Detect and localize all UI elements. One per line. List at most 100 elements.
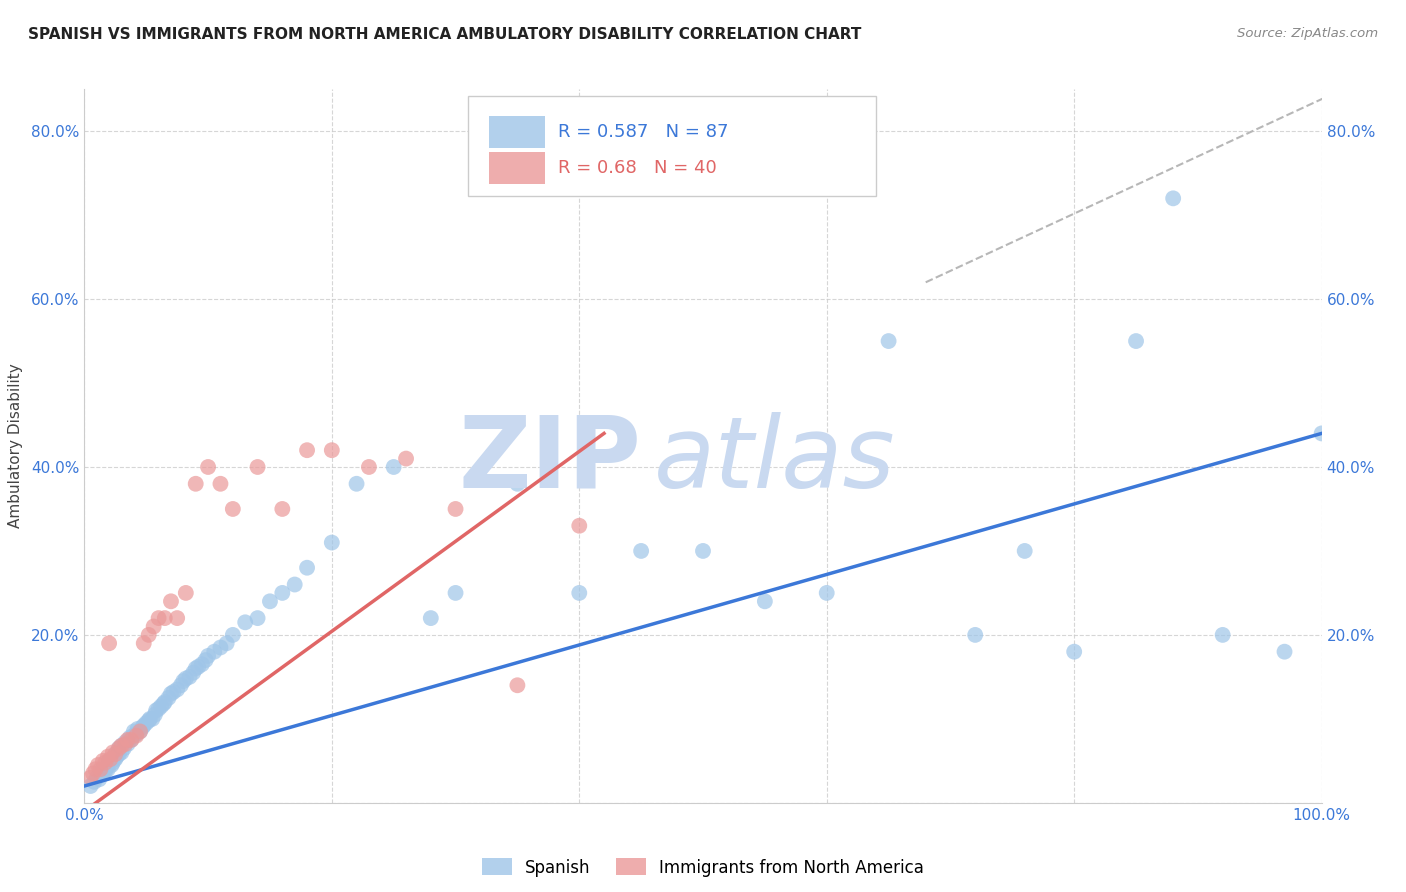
Point bbox=[191, 657, 214, 672]
Point bbox=[97, 749, 120, 764]
Point bbox=[114, 735, 136, 749]
Point bbox=[202, 645, 225, 659]
Point bbox=[120, 732, 142, 747]
Point bbox=[82, 766, 104, 780]
Point bbox=[108, 747, 131, 761]
FancyBboxPatch shape bbox=[489, 116, 544, 148]
Point bbox=[120, 732, 142, 747]
Point bbox=[194, 653, 217, 667]
Text: R = 0.587   N = 87: R = 0.587 N = 87 bbox=[558, 123, 728, 141]
Point bbox=[153, 695, 176, 709]
Text: SPANISH VS IMMIGRANTS FROM NORTH AMERICA AMBULATORY DISABILITY CORRELATION CHART: SPANISH VS IMMIGRANTS FROM NORTH AMERICA… bbox=[28, 27, 862, 42]
Point bbox=[1212, 628, 1234, 642]
Point bbox=[170, 678, 193, 692]
Point bbox=[162, 685, 184, 699]
Point bbox=[91, 766, 114, 780]
Y-axis label: Ambulatory Disability: Ambulatory Disability bbox=[7, 364, 22, 528]
Point bbox=[79, 771, 101, 785]
Point bbox=[246, 460, 269, 475]
Point bbox=[148, 611, 170, 625]
Point bbox=[122, 729, 145, 743]
Point bbox=[153, 611, 176, 625]
Point bbox=[135, 716, 157, 731]
Point bbox=[114, 737, 136, 751]
Point bbox=[179, 670, 201, 684]
Point bbox=[101, 756, 124, 770]
Point bbox=[160, 594, 183, 608]
Point bbox=[139, 712, 162, 726]
Point bbox=[91, 754, 114, 768]
Point bbox=[295, 443, 318, 458]
Point bbox=[104, 747, 127, 761]
Point bbox=[197, 648, 219, 663]
Point bbox=[754, 594, 776, 608]
Point bbox=[184, 476, 207, 491]
Point bbox=[132, 718, 155, 732]
Point bbox=[357, 460, 380, 475]
Point bbox=[96, 760, 118, 774]
Point bbox=[157, 690, 180, 705]
Point bbox=[174, 672, 197, 686]
Point bbox=[132, 636, 155, 650]
Point bbox=[166, 611, 188, 625]
Point bbox=[129, 724, 152, 739]
Point bbox=[89, 772, 111, 787]
Point bbox=[1063, 645, 1085, 659]
Point bbox=[98, 754, 121, 768]
Point bbox=[148, 702, 170, 716]
Point bbox=[187, 660, 209, 674]
Text: atlas: atlas bbox=[654, 412, 896, 508]
Point bbox=[83, 774, 105, 789]
Point bbox=[101, 746, 124, 760]
Point bbox=[152, 697, 174, 711]
Point bbox=[174, 586, 197, 600]
Point bbox=[94, 756, 117, 770]
Point bbox=[142, 619, 165, 633]
Point bbox=[166, 682, 188, 697]
Point bbox=[1161, 191, 1184, 205]
Point bbox=[209, 640, 232, 655]
Point bbox=[125, 727, 148, 741]
Point bbox=[160, 687, 183, 701]
Point bbox=[89, 762, 111, 776]
Point bbox=[419, 611, 441, 625]
Point bbox=[125, 729, 148, 743]
Text: R = 0.68   N = 40: R = 0.68 N = 40 bbox=[558, 159, 717, 177]
Point bbox=[181, 665, 204, 680]
Text: Source: ZipAtlas.com: Source: ZipAtlas.com bbox=[1237, 27, 1378, 40]
Point bbox=[506, 678, 529, 692]
Point bbox=[110, 746, 132, 760]
Point bbox=[692, 544, 714, 558]
Point bbox=[108, 741, 131, 756]
Point bbox=[209, 476, 232, 491]
Point bbox=[1014, 544, 1036, 558]
Point bbox=[568, 518, 591, 533]
Point bbox=[506, 476, 529, 491]
Point bbox=[138, 714, 160, 728]
Point bbox=[98, 752, 121, 766]
Point bbox=[94, 764, 117, 778]
Point bbox=[104, 747, 127, 761]
Point bbox=[138, 628, 160, 642]
Point bbox=[131, 720, 153, 734]
FancyBboxPatch shape bbox=[489, 152, 544, 184]
Point bbox=[150, 699, 173, 714]
Point bbox=[1274, 645, 1296, 659]
Text: ZIP: ZIP bbox=[458, 412, 641, 508]
Point bbox=[284, 577, 307, 591]
Point bbox=[105, 749, 128, 764]
Point bbox=[110, 739, 132, 753]
Point bbox=[259, 594, 281, 608]
Point bbox=[395, 451, 418, 466]
Point bbox=[91, 762, 114, 776]
Point bbox=[118, 732, 141, 747]
Point bbox=[108, 741, 131, 756]
Point bbox=[222, 628, 245, 642]
Legend: Spanish, Immigrants from North America: Spanish, Immigrants from North America bbox=[482, 858, 924, 877]
Point bbox=[117, 737, 139, 751]
Point bbox=[141, 712, 163, 726]
Point bbox=[321, 535, 343, 549]
Point bbox=[815, 586, 838, 600]
Point bbox=[965, 628, 987, 642]
Point bbox=[877, 334, 900, 348]
